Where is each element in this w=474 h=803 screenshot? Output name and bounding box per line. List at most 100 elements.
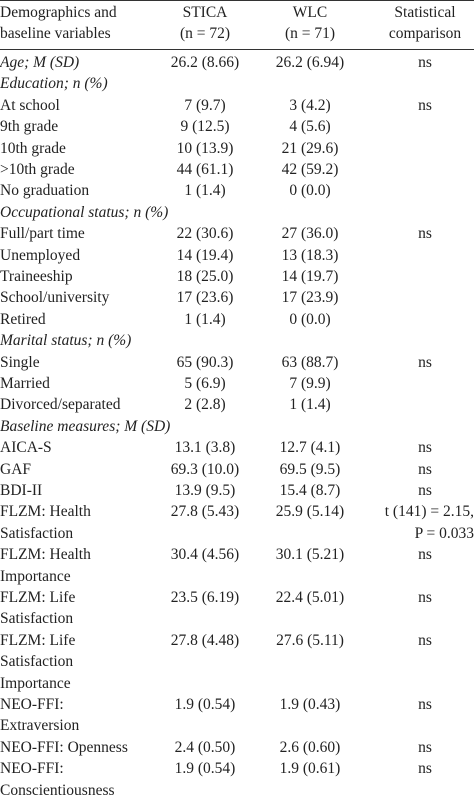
header-wlc: (n = 71) bbox=[284, 25, 336, 42]
row-label: FLZM: Health bbox=[0, 503, 91, 521]
stat-value: ns bbox=[418, 439, 432, 457]
stat-value: ns bbox=[418, 589, 432, 606]
stica-value: 13.1 (3.8) bbox=[174, 439, 236, 457]
stica-value: 18 (25.0) bbox=[176, 268, 234, 285]
stica-value: 22 (30.6) bbox=[176, 225, 234, 243]
section-label: Marital status; n (%) bbox=[0, 332, 132, 350]
top-rule bbox=[0, 0, 474, 1]
wlc-value: 27.6 (5.11) bbox=[276, 631, 344, 649]
header-rule bbox=[0, 49, 474, 50]
wlc-value: 1 (1.4) bbox=[289, 396, 331, 414]
wlc-value: 22.4 (5.01) bbox=[275, 589, 345, 606]
stica-value: 2.4 (0.50) bbox=[174, 738, 236, 756]
wlc-value: 42 (59.2) bbox=[281, 161, 339, 178]
row-label: GAF bbox=[0, 460, 32, 478]
stat-value: ns bbox=[418, 546, 432, 564]
section-label: Occupational status; n (%) bbox=[0, 203, 169, 221]
wlc-value: 1.9 (0.61) bbox=[279, 760, 341, 778]
stat-value: ns bbox=[418, 482, 432, 499]
stat-value: P = 0.033 bbox=[414, 524, 474, 542]
stat-value: ns bbox=[418, 738, 432, 756]
header-stica: STICA bbox=[182, 4, 228, 21]
stica-value: 1.9 (0.54) bbox=[174, 760, 236, 778]
wlc-value: 14 (19.7) bbox=[281, 268, 339, 285]
header-stat: Statistical bbox=[394, 4, 456, 21]
stica-value: 9 (12.5) bbox=[180, 118, 230, 136]
row-label: Divorced/separated bbox=[0, 396, 121, 414]
stat-value: ns bbox=[418, 225, 432, 243]
row-label: Extraversion bbox=[0, 717, 80, 735]
row-label: NEO-FFI: bbox=[0, 696, 64, 713]
stica-value: 65 (90.3) bbox=[176, 353, 234, 371]
wlc-value: 25.9 (5.14) bbox=[275, 503, 345, 521]
wlc-value: 26.2 (6.94) bbox=[275, 54, 345, 71]
row-label: FLZM: Life bbox=[0, 631, 76, 649]
row-label: Conscientiousness bbox=[0, 781, 115, 799]
row-label: AICA-S bbox=[0, 439, 52, 457]
stica-value: 27.8 (4.48) bbox=[170, 631, 240, 649]
stica-value: 13.9 (9.5) bbox=[174, 482, 236, 499]
header-variable: Demographics and bbox=[0, 4, 117, 21]
row-label: Satisfaction bbox=[0, 524, 74, 542]
wlc-value: 30.1 (5.21) bbox=[275, 546, 345, 564]
row-label: Traineeship bbox=[0, 268, 73, 285]
section-label: Education; n (%) bbox=[0, 75, 108, 93]
row-label: Married bbox=[0, 375, 50, 392]
wlc-value: 63 (88.7) bbox=[281, 353, 339, 371]
row-label: At school bbox=[0, 96, 60, 114]
row-label: Single bbox=[0, 353, 40, 371]
stica-value: 44 (61.1) bbox=[176, 161, 234, 178]
section-label: Baseline measures; M (SD) bbox=[0, 417, 171, 435]
stica-value: 14 (19.4) bbox=[176, 246, 234, 264]
row-label: No graduation bbox=[0, 182, 90, 200]
section-label: Age; M (SD) bbox=[0, 54, 80, 71]
wlc-value: 2.6 (0.60) bbox=[279, 738, 341, 756]
wlc-value: 27 (36.0) bbox=[281, 225, 339, 243]
row-label: >10th grade bbox=[0, 161, 75, 178]
stat-value: ns bbox=[418, 631, 432, 649]
row-label: School/university bbox=[0, 289, 110, 307]
row-label: Importance bbox=[0, 567, 71, 585]
row-label: BDI-II bbox=[0, 482, 43, 499]
row-label: 9th grade bbox=[0, 118, 59, 136]
row-label: FLZM: Health bbox=[0, 546, 91, 564]
wlc-value: 13 (18.3) bbox=[281, 246, 339, 264]
stica-value: 26.2 (8.66) bbox=[170, 54, 240, 71]
row-label: Satisfaction bbox=[0, 653, 74, 671]
stica-value: 7 (9.7) bbox=[184, 96, 226, 114]
stica-value: 1 (1.4) bbox=[184, 182, 226, 200]
stica-value: 69.3 (10.0) bbox=[170, 460, 240, 478]
stica-value: 1 (1.4) bbox=[184, 310, 226, 328]
wlc-value: 7 (9.9) bbox=[289, 375, 331, 392]
header-wlc: WLC bbox=[292, 4, 328, 21]
header-variable: baseline variables bbox=[0, 25, 111, 42]
stat-value: ns bbox=[418, 696, 432, 713]
wlc-value: 69.5 (9.5) bbox=[279, 460, 341, 478]
header-stica: (n = 72) bbox=[179, 25, 231, 42]
stica-value: 5 (6.9) bbox=[184, 375, 226, 392]
row-label: Full/part time bbox=[0, 225, 85, 243]
stica-value: 27.8 (5.43) bbox=[170, 503, 240, 521]
wlc-value: 15.4 (8.7) bbox=[279, 482, 341, 499]
wlc-value: 17 (23.9) bbox=[281, 289, 339, 307]
row-label: NEO-FFI: Openness bbox=[0, 738, 128, 756]
stat-value: ns bbox=[418, 460, 432, 478]
row-label: Retired bbox=[0, 310, 46, 328]
header-stat: comparison bbox=[388, 25, 462, 42]
stat-value: ns bbox=[418, 353, 432, 371]
row-label: Unemployed bbox=[0, 246, 81, 264]
stica-value: 1.9 (0.54) bbox=[174, 696, 236, 713]
wlc-value: 0 (0.0) bbox=[289, 310, 331, 328]
stat-value: ns bbox=[418, 54, 432, 71]
wlc-value: 21 (29.6) bbox=[281, 139, 339, 157]
wlc-value: 4 (5.6) bbox=[289, 118, 331, 136]
wlc-value: 3 (4.2) bbox=[289, 96, 331, 114]
row-label: Satisfaction bbox=[0, 610, 74, 628]
row-label: NEO-FFI: bbox=[0, 760, 64, 778]
stat-value: ns bbox=[418, 96, 432, 114]
wlc-value: 1.9 (0.43) bbox=[279, 696, 341, 713]
stica-value: 10 (13.9) bbox=[176, 139, 234, 157]
stica-value: 2 (2.8) bbox=[184, 396, 226, 414]
row-label: 10th grade bbox=[0, 139, 66, 157]
